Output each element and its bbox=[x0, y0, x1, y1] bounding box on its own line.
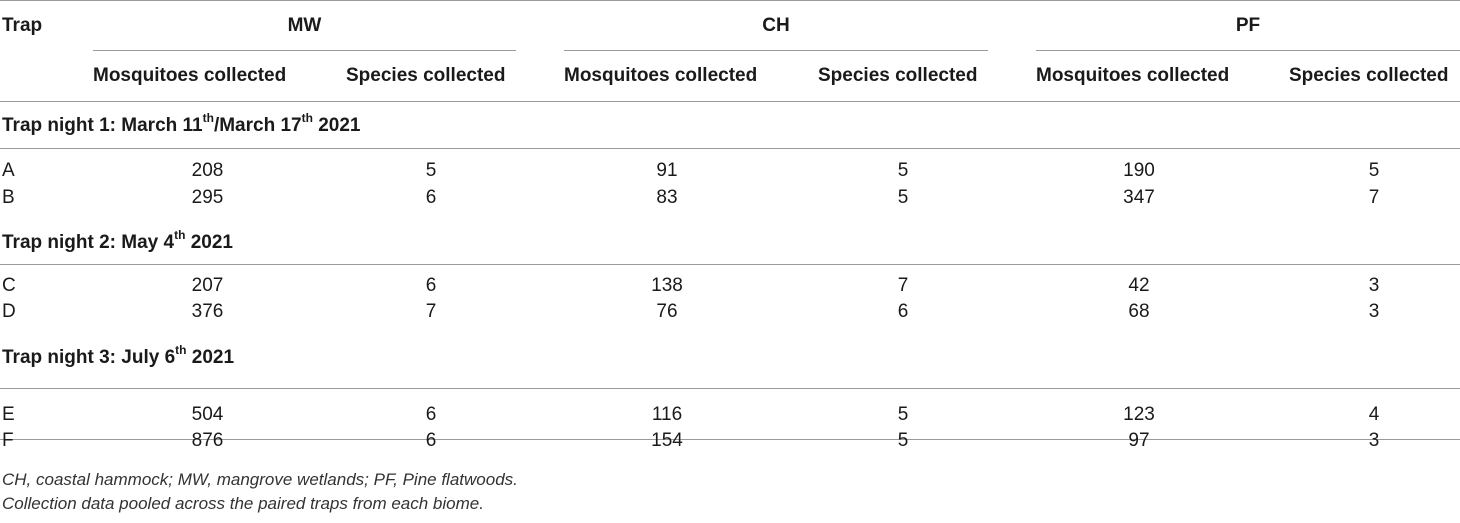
ch-mosquitoes-value: 83 bbox=[656, 187, 678, 208]
pf-species-value: 3 bbox=[1368, 430, 1380, 451]
pf-mosquitoes-value: 190 bbox=[1123, 160, 1155, 181]
ch-species-value: 5 bbox=[897, 430, 909, 451]
mw-species-value: 6 bbox=[425, 275, 437, 296]
mw-species-value: 6 bbox=[425, 187, 437, 208]
trap-label: C bbox=[2, 275, 16, 296]
header-biome-mw: MW bbox=[287, 15, 322, 36]
pf-mosquitoes-value: 347 bbox=[1123, 187, 1155, 208]
mw-underline bbox=[93, 50, 516, 51]
top-rule bbox=[0, 0, 1460, 1]
ch-mosquitoes-value: 91 bbox=[656, 160, 678, 181]
mw-species-value: 5 bbox=[425, 160, 437, 181]
header-biome-pf: PF bbox=[1235, 15, 1261, 36]
trap-label: E bbox=[2, 404, 15, 425]
trap-label: A bbox=[2, 160, 15, 181]
mw-mosquitoes-value: 208 bbox=[191, 160, 224, 181]
pf-mosquitoes-value: 97 bbox=[1128, 430, 1150, 451]
header-ch-species: Species collected bbox=[818, 65, 978, 86]
ch-mosquitoes-value: 154 bbox=[651, 430, 683, 451]
trap-label: F bbox=[2, 430, 14, 451]
ch-species-value: 5 bbox=[897, 187, 909, 208]
group-title-1: Trap night 1: March 11th/March 17th 2021 bbox=[2, 110, 361, 136]
trap-label: B bbox=[2, 187, 15, 208]
header-biome-ch: CH bbox=[762, 15, 790, 36]
group1-rule bbox=[0, 148, 1460, 149]
pf-species-value: 3 bbox=[1368, 301, 1380, 322]
pf-species-value: 5 bbox=[1368, 160, 1380, 181]
header-mw-species: Species collected bbox=[346, 65, 506, 86]
mw-mosquitoes-value: 207 bbox=[191, 275, 224, 296]
header-ch-mosquitoes: Mosquitoes collected bbox=[564, 65, 758, 86]
pf-species-value: 4 bbox=[1368, 404, 1380, 425]
pf-mosquitoes-value: 68 bbox=[1128, 301, 1150, 322]
ch-mosquitoes-value: 76 bbox=[656, 301, 678, 322]
ch-species-value: 5 bbox=[897, 160, 909, 181]
header-pf-mosquitoes: Mosquitoes collected bbox=[1036, 65, 1230, 86]
pf-species-value: 7 bbox=[1368, 187, 1380, 208]
ch-species-value: 6 bbox=[897, 301, 909, 322]
mw-mosquitoes-value: 876 bbox=[191, 430, 224, 451]
mw-mosquitoes-value: 295 bbox=[191, 187, 224, 208]
header-mw-mosquitoes: Mosquitoes collected bbox=[93, 65, 287, 86]
pf-mosquitoes-value: 42 bbox=[1128, 275, 1150, 296]
header-bottom-rule bbox=[0, 101, 1460, 102]
mw-species-value: 6 bbox=[425, 404, 437, 425]
group3-rule bbox=[0, 388, 1460, 389]
pf-species-value: 3 bbox=[1368, 275, 1380, 296]
ch-species-value: 5 bbox=[897, 404, 909, 425]
header-pf-species: Species collected bbox=[1289, 65, 1449, 86]
mw-mosquitoes-value: 376 bbox=[191, 301, 224, 322]
group-title-2: Trap night 2: May 4th 2021 bbox=[2, 227, 233, 253]
header-trap: Trap bbox=[2, 15, 43, 36]
footnote-pooling: Collection data pooled across the paired… bbox=[2, 494, 484, 513]
trap-label: D bbox=[2, 301, 16, 322]
ch-underline bbox=[564, 50, 988, 51]
footnote-abbreviations: CH, coastal hammock; MW, mangrove wetlan… bbox=[2, 470, 518, 489]
bottom-rule bbox=[0, 439, 1460, 440]
group-title-3: Trap night 3: July 6th 2021 bbox=[2, 342, 235, 368]
pf-underline bbox=[1036, 50, 1460, 51]
mw-mosquitoes-value: 504 bbox=[191, 404, 224, 425]
group2-rule bbox=[0, 264, 1460, 265]
mw-species-value: 6 bbox=[425, 430, 437, 451]
ch-mosquitoes-value: 138 bbox=[651, 275, 683, 296]
ch-species-value: 7 bbox=[897, 275, 909, 296]
mw-species-value: 7 bbox=[425, 301, 437, 322]
pf-mosquitoes-value: 123 bbox=[1123, 404, 1155, 425]
ch-mosquitoes-value: 116 bbox=[651, 404, 683, 425]
